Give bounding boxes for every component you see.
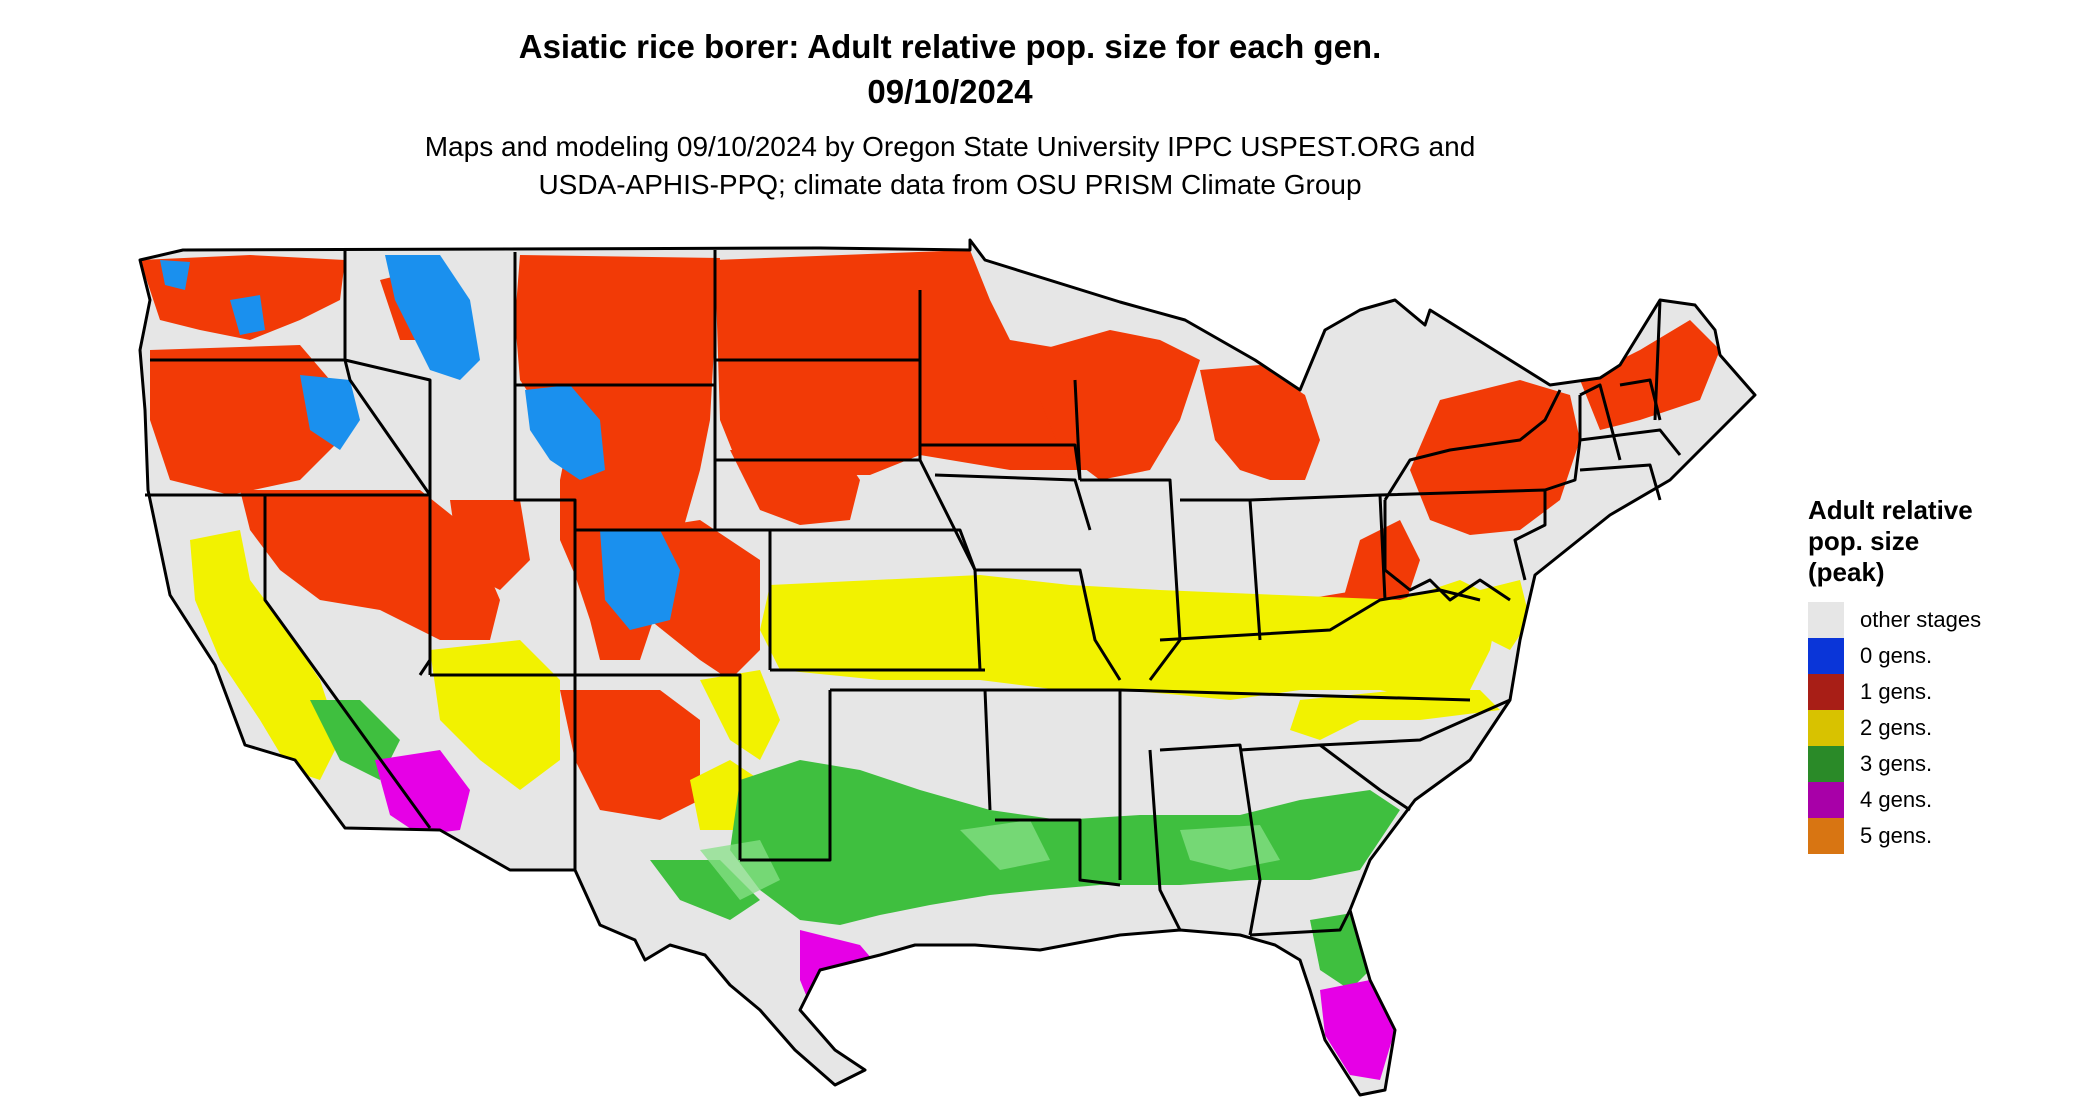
legend-swatch <box>1808 746 1844 782</box>
legend-swatch <box>1808 638 1844 674</box>
chart-subtitle-line2: USDA-APHIS-PPQ; climate data from OSU PR… <box>538 169 1362 200</box>
legend-swatch <box>1808 602 1844 638</box>
legend-label: 3 gens. <box>1860 751 1933 776</box>
legend-title-line1: Adult relative <box>1808 495 1973 525</box>
legend-label: 4 gens. <box>1860 787 1933 812</box>
legend-item-2-gens: 2 gens. <box>1808 710 2088 746</box>
legend-item-0-gens: 0 gens. <box>1808 638 2088 674</box>
legend-item-1-gens: 1 gens. <box>1808 674 2088 710</box>
legend-label: 5 gens. <box>1860 823 1933 848</box>
legend-label: other stages <box>1860 607 1982 632</box>
legend: Adult relative pop. size (peak) other st… <box>1808 495 2088 854</box>
legend-label: 2 gens. <box>1860 715 1933 740</box>
legend-items: other stages 0 gens. 1 gens. 2 gens. 3 g… <box>1808 602 2088 854</box>
legend-swatch <box>1808 710 1844 746</box>
chart-subtitle-line1: Maps and modeling 09/10/2024 by Oregon S… <box>424 131 1476 162</box>
state-borders <box>138 238 1757 1097</box>
legend-label: 1 gens. <box>1860 679 1933 704</box>
legend-item-3-gens: 3 gens. <box>1808 746 2088 782</box>
legend-swatch <box>1808 818 1844 854</box>
legend-title-line2: pop. size <box>1808 526 1920 556</box>
legend-item-5-gens: 5 gens. <box>1808 818 2088 854</box>
chart-title: Asiatic rice borer: Adult relative pop. … <box>518 28 1382 65</box>
legend-title: Adult relative pop. size (peak) <box>1808 495 2088 588</box>
legend-title-line3: (peak) <box>1808 557 1885 587</box>
legend-item-4-gens: 4 gens. <box>1808 782 2088 818</box>
legend-swatch <box>1808 782 1844 818</box>
region-0-gen <box>160 255 680 630</box>
legend-label: 0 gens. <box>1860 643 1933 668</box>
legend-item-other-stages: other stages <box>1808 602 2088 638</box>
chart-date: 09/10/2024 <box>867 73 1033 110</box>
legend-swatch <box>1808 674 1844 710</box>
region-3-gen-light <box>700 820 1280 900</box>
